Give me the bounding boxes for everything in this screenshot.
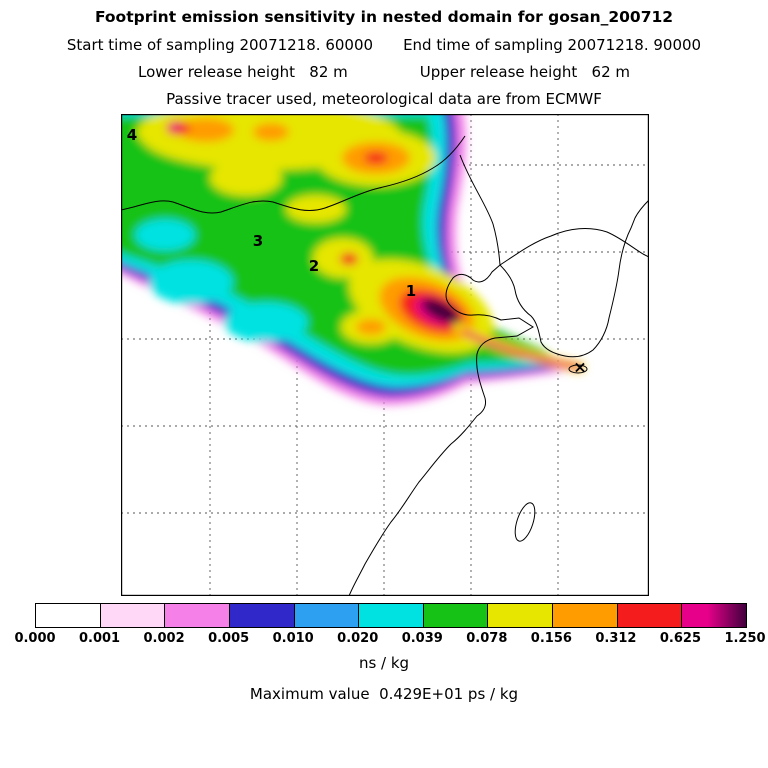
colorbar-segment	[100, 604, 166, 627]
colorbar-tick: 0.020	[337, 631, 379, 646]
plume-cyan-patch	[224, 302, 308, 342]
tracer-note-line: Passive tracer used, meteorological data…	[0, 90, 768, 108]
colorbar-ticks: 0.000 0.001 0.002 0.005 0.010 0.020 0.039 0.078…	[0, 631, 768, 649]
colorbar-tick: 0.039	[401, 631, 443, 646]
page-title: Footprint emission sensitivity in nested…	[94, 8, 674, 26]
colorbar-segment	[165, 604, 230, 627]
plume-orange-patch	[253, 123, 289, 141]
sampling-end-text: End time of sampling 20071218. 90000	[403, 36, 702, 54]
plume-darkpurple-core	[421, 298, 461, 324]
border-mongolia	[121, 135, 466, 214]
plume-yellow-patch	[210, 160, 282, 196]
colorbar	[35, 603, 747, 628]
colorbar-tick: 0.625	[659, 631, 702, 646]
colorbar-tick: 1.250	[724, 631, 766, 646]
colorbar-segment	[682, 604, 747, 627]
coastline-china	[348, 264, 534, 596]
max-value-text: Maximum value 0.429E+01 ps / kg	[249, 685, 519, 703]
coastlines	[121, 135, 649, 596]
colorbar-segment	[229, 604, 295, 627]
upper-release-text: Upper release height 62 m	[419, 63, 630, 81]
sampling-start-text: Start time of sampling 20071218. 60000	[66, 36, 374, 54]
plume-orange-patch	[356, 319, 386, 335]
lower-release-text: Lower release height 82 m	[138, 63, 348, 81]
colorbar-tick: 0.010	[272, 631, 314, 646]
sampling-time-line: Start time of sampling 20071218. 60000 E…	[0, 36, 768, 54]
contour-label: 2	[308, 257, 320, 275]
plume-yellow-patch	[286, 195, 346, 223]
colorbar-tick: 0.002	[143, 631, 185, 646]
colorbar-segment	[294, 604, 360, 627]
receptor-marker: ×	[573, 357, 587, 377]
contour-label: 4	[126, 126, 138, 144]
border-northeast-china	[459, 154, 501, 266]
colorbar-tick: 0.005	[208, 631, 250, 646]
colorbar-segment	[423, 604, 489, 627]
colorbar-segment	[359, 604, 424, 627]
colorbar-segment	[553, 604, 618, 627]
border-china-korea	[499, 228, 649, 266]
colorbar-tick: 0.078	[466, 631, 508, 646]
plume-tongue-magenta	[463, 331, 581, 369]
contour-label: 3	[252, 232, 264, 250]
coastline-korea	[499, 199, 649, 358]
plume-clip	[121, 114, 585, 405]
colorbar-tick: 0.000	[14, 631, 56, 646]
colorbar-segment	[36, 604, 101, 627]
plume-orange-patch	[178, 118, 234, 142]
map-svg	[121, 114, 649, 596]
plume-cyan-patch	[149, 260, 233, 304]
release-height-line: Lower release height 82 m Upper release …	[0, 63, 768, 81]
plume-red-spot	[340, 253, 358, 265]
plume-red-spot	[364, 152, 388, 164]
colorbar-units: ns / kg	[358, 654, 410, 672]
plume-layers	[121, 114, 585, 405]
tracer-note-text: Passive tracer used, meteorological data…	[166, 90, 602, 108]
island-jeju	[568, 364, 588, 374]
colorbar-tick: 0.312	[595, 631, 637, 646]
map-border	[121, 114, 649, 596]
map-area: 4 3 2 1 ×	[121, 114, 649, 596]
colorbar-segment	[617, 604, 683, 627]
colorbar-tick: 0.156	[530, 631, 572, 646]
colorbar-tick: 0.001	[78, 631, 121, 646]
colorbar-segment	[488, 604, 554, 627]
plume-magenta-spot	[169, 123, 181, 131]
contour-label: 1	[405, 282, 417, 300]
plume-cyan-patch	[135, 219, 195, 251]
island-taiwan	[514, 502, 536, 542]
